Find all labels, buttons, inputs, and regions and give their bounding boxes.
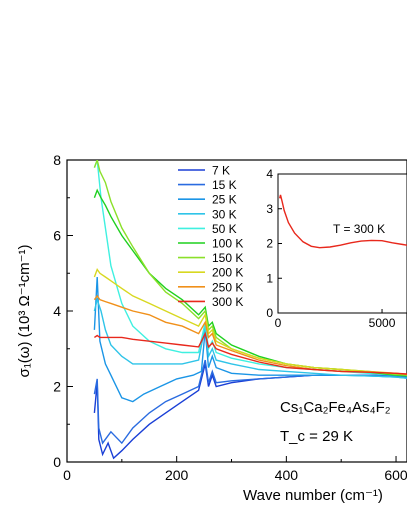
x-tick-label: 0	[63, 467, 71, 483]
legend-label-25-k: 25 K	[212, 193, 237, 207]
series-line-300-k	[94, 331, 407, 375]
inset-x-axis: 0 5000	[275, 309, 396, 330]
main-series-group	[93, 160, 407, 460]
inset-x-tick-label: 5000	[369, 316, 396, 330]
inset-series-group	[279, 194, 407, 249]
y-tick-label: 2	[53, 379, 61, 395]
x-axis-title: Wave number (cm⁻¹)	[243, 487, 383, 504]
inset-x-tick-label: 0	[275, 316, 282, 330]
y-tick-label: 8	[53, 152, 61, 168]
inset-y-tick-label: 4	[266, 167, 273, 181]
main-x-axis: 0 200 400 600	[63, 456, 407, 483]
inset-y-tick-label: 0	[266, 306, 273, 320]
x-tick-label: 400	[275, 467, 299, 483]
legend-label-30-k: 30 K	[212, 207, 237, 221]
inset-annotation: T = 300 K	[333, 222, 385, 236]
legend-label-15-k: 15 K	[212, 178, 237, 192]
main-y-axis: 0 2 4 6 8	[53, 152, 73, 470]
legend-label-150-k: 150 K	[212, 251, 243, 265]
y-axis-title: σ₁(ω) (10³ Ω⁻¹cm⁻¹)	[16, 244, 33, 377]
legend-label-300-k: 300 K	[212, 295, 243, 309]
tc-annotation: T_c = 29 K	[280, 428, 353, 445]
legend-label-250-k: 250 K	[212, 280, 243, 294]
legend-label-7-k: 7 K	[212, 164, 230, 178]
inset-y-tick-label: 2	[266, 237, 273, 251]
x-tick-label: 200	[165, 467, 189, 483]
formula-annotation: Cs₁Ca₂Fe₄As₄F₂	[280, 399, 391, 416]
y-tick-label: 4	[53, 303, 61, 319]
inset-y-tick-label: 3	[266, 202, 273, 216]
legend-label-50-k: 50 K	[212, 222, 237, 236]
legend-label-100-k: 100 K	[212, 237, 243, 251]
inset-series-line-300-k	[279, 194, 407, 249]
x-tick-label: 600	[384, 467, 407, 483]
series-line-25-k	[93, 276, 407, 403]
inset-plot: 0 5000 0 1 2 3 4 T = 300 K	[266, 167, 407, 330]
y-tick-label: 0	[53, 454, 61, 470]
series-line-200-k	[93, 268, 407, 376]
inset-frame	[277, 173, 407, 314]
y-tick-label: 6	[53, 228, 61, 244]
inset-y-axis: 0 1 2 3 4	[266, 167, 282, 320]
inset-y-tick-label: 1	[266, 271, 273, 285]
legend-label-200-k: 200 K	[212, 266, 243, 280]
